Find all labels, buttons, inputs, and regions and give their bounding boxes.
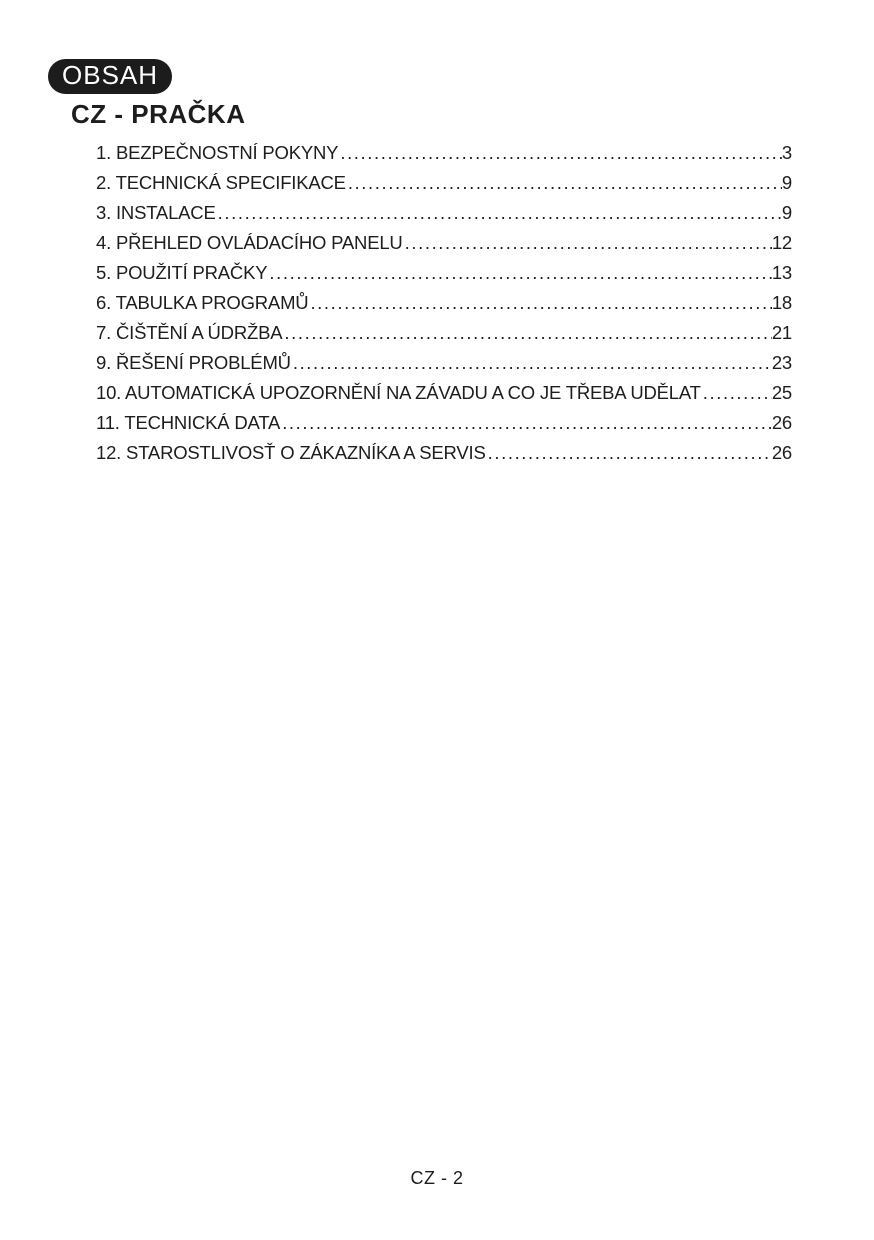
toc-entry-page: 26 bbox=[771, 412, 792, 433]
toc-entry-page: 9 bbox=[781, 202, 792, 223]
toc-entry-page: 12 bbox=[771, 232, 792, 253]
toc-entry: 2. TECHNICKÁ SPECIFIKACE 9 bbox=[96, 168, 792, 198]
toc-dot-leader bbox=[348, 168, 782, 198]
toc-entry: 3. INSTALACE 9 bbox=[96, 198, 792, 228]
toc-dot-leader bbox=[218, 198, 782, 228]
toc-entry-label: 9. ŘEŠENÍ PROBLÉMŮ bbox=[96, 352, 291, 373]
toc-entry-page: 18 bbox=[771, 292, 792, 313]
toc-entry-label: 12. STAROSTLIVOSŤ O ZÁKAZNÍKA A SERVIS bbox=[96, 442, 486, 463]
toc-list: 1. BEZPEČNOSTNÍ POKYNY 3 2. TECHNICKÁ SP… bbox=[96, 138, 792, 468]
toc-entry-label: 5. POUŽITÍ PRAČKY bbox=[96, 262, 268, 283]
toc-entry-label: 4. PŘEHLED OVLÁDACÍHO PANELU bbox=[96, 232, 403, 253]
toc-entry: 4. PŘEHLED OVLÁDACÍHO PANELU 12 bbox=[96, 228, 792, 258]
toc-entry: 9. ŘEŠENÍ PROBLÉMŮ 23 bbox=[96, 348, 792, 378]
toc-entry: 6. TABULKA PROGRAMŮ 18 bbox=[96, 288, 792, 318]
toc-entry-label: 1. BEZPEČNOSTNÍ POKYNY bbox=[96, 142, 339, 163]
page-title: CZ - PRAČKA bbox=[71, 99, 246, 129]
toc-entry-page: 21 bbox=[771, 322, 792, 343]
toc-entry: 10. AUTOMATICKÁ UPOZORNĚNÍ NA ZÁVADU A C… bbox=[96, 378, 792, 408]
toc-entry: 12. STAROSTLIVOSŤ O ZÁKAZNÍKA A SERVIS 2… bbox=[96, 438, 792, 468]
toc-entry-page: 13 bbox=[771, 262, 792, 283]
toc-entry-label: 7. ČIŠTĚNÍ A ÚDRŽBA bbox=[96, 322, 283, 343]
toc-entry-page: 25 bbox=[771, 382, 792, 403]
toc-entry: 11. TECHNICKÁ DATA 26 bbox=[96, 408, 792, 438]
toc-dot-leader bbox=[703, 378, 772, 408]
toc-dot-leader bbox=[293, 348, 772, 378]
toc-entry-label: 2. TECHNICKÁ SPECIFIKACE bbox=[96, 172, 346, 193]
page-number: CZ - 2 bbox=[410, 1168, 464, 1188]
toc-entry-page: 9 bbox=[781, 172, 792, 193]
toc-entry: 1. BEZPEČNOSTNÍ POKYNY 3 bbox=[96, 138, 792, 168]
toc-entry-label: 11. TECHNICKÁ DATA bbox=[96, 412, 281, 433]
toc-dot-leader bbox=[282, 408, 772, 438]
toc-dot-leader bbox=[405, 228, 772, 258]
toc-dot-leader bbox=[340, 138, 782, 168]
toc-entry-page: 23 bbox=[771, 352, 792, 373]
toc-dot-leader bbox=[284, 318, 771, 348]
toc-dot-leader bbox=[488, 438, 772, 468]
toc-entry: 7. ČIŠTĚNÍ A ÚDRŽBA 21 bbox=[96, 318, 792, 348]
toc-dot-leader bbox=[310, 288, 771, 318]
toc-entry-page: 26 bbox=[771, 442, 792, 463]
toc-entry-label: 3. INSTALACE bbox=[96, 202, 216, 223]
toc-entry-page: 3 bbox=[781, 142, 792, 163]
toc-entry-label: 6. TABULKA PROGRAMŮ bbox=[96, 292, 309, 313]
toc-entry: 5. POUŽITÍ PRAČKY 13 bbox=[96, 258, 792, 288]
toc-dot-leader bbox=[269, 258, 771, 288]
toc-entry-label: 10. AUTOMATICKÁ UPOZORNĚNÍ NA ZÁVADU A C… bbox=[96, 382, 701, 403]
contents-badge: OBSAH bbox=[48, 59, 173, 94]
